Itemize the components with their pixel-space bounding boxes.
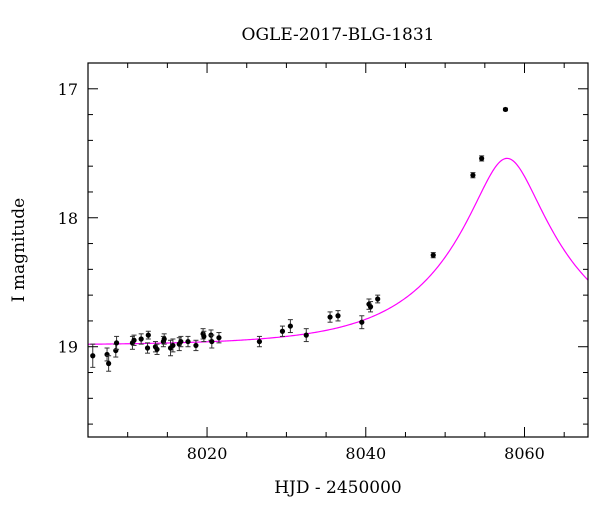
data-point <box>154 343 160 355</box>
data-point <box>209 334 215 349</box>
x-axis: 8020 8040 8060 <box>127 63 565 463</box>
data-point <box>113 343 119 358</box>
y-tick-label: 19 <box>58 338 78 357</box>
data-point <box>185 335 191 348</box>
data-point <box>144 342 151 354</box>
data-point <box>256 335 263 348</box>
data-point <box>216 332 222 344</box>
plot-frame <box>87 62 589 438</box>
data-point <box>430 252 436 259</box>
data-point <box>279 325 286 337</box>
data-point <box>201 330 207 343</box>
y-tick-label: 18 <box>58 209 78 228</box>
data-point <box>178 335 184 348</box>
data-point <box>106 355 112 372</box>
data-point <box>303 328 309 343</box>
data-point <box>335 310 341 322</box>
data-point <box>161 333 167 345</box>
x-tick-label: 8020 <box>187 444 228 463</box>
data-point <box>502 106 509 113</box>
data-point <box>113 335 120 350</box>
data-point <box>470 172 476 179</box>
data-point <box>138 333 144 345</box>
model-curve <box>88 157 588 345</box>
chart-title: OGLE-2017-BLG-1831 <box>242 25 435 45</box>
y-tick-label: 17 <box>58 80 78 99</box>
y-axis-label: I magnitude <box>9 198 29 302</box>
data-point <box>287 319 293 334</box>
data-point <box>145 330 151 340</box>
x-tick-label: 8060 <box>504 444 545 463</box>
x-tick-label: 8040 <box>345 444 386 463</box>
data-point <box>170 338 176 353</box>
data-point <box>327 311 333 323</box>
data-point <box>479 155 485 162</box>
plot-area <box>88 106 588 372</box>
data-point <box>359 315 365 330</box>
data-point <box>375 294 381 304</box>
x-axis-label: HJD - 2450000 <box>274 478 402 498</box>
data-point <box>131 334 137 346</box>
y-axis: 17 18 19 <box>58 62 588 425</box>
data-point <box>90 343 96 368</box>
data-point <box>193 339 199 352</box>
data-point <box>367 301 374 313</box>
